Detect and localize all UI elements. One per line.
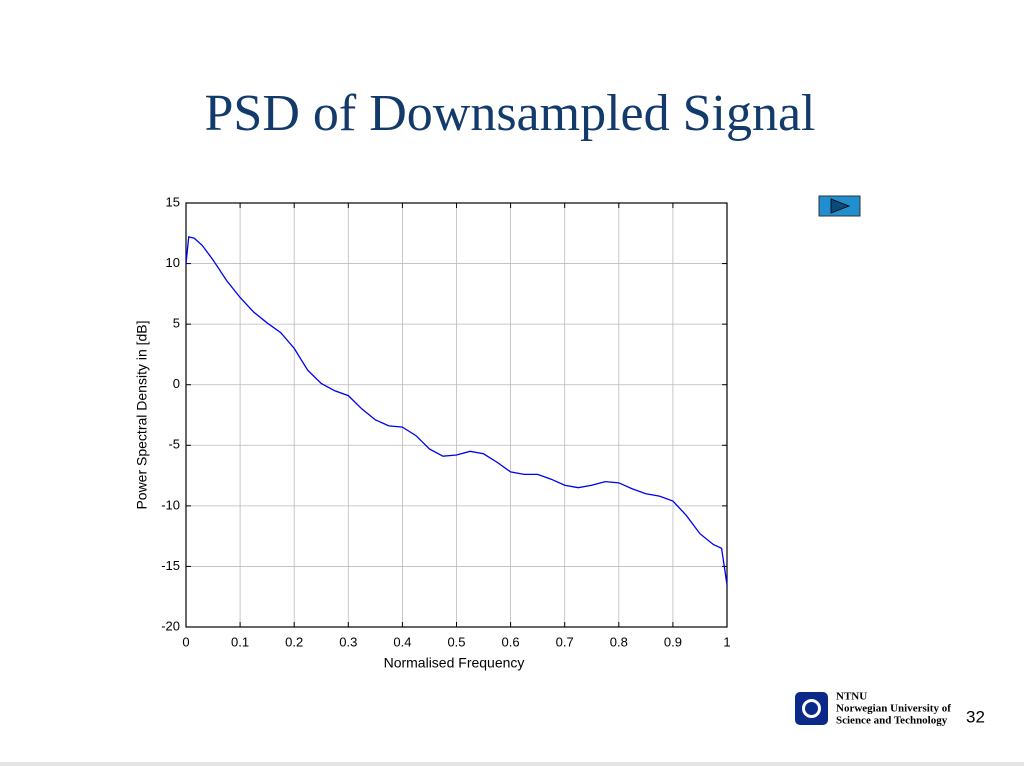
logo-circle (802, 699, 821, 718)
x-tick-label: 0.1 (231, 634, 249, 649)
y-tick-label: -20 (161, 618, 180, 633)
x-tick-label: 0 (182, 634, 189, 649)
y-tick-label: -5 (168, 437, 180, 452)
y-tick-label: -15 (161, 558, 180, 573)
page-number: 32 (966, 707, 985, 726)
y-tick-label: -10 (161, 497, 180, 512)
x-axis-label: Normalised Frequency (384, 655, 525, 671)
y-tick-label: 0 (173, 376, 180, 391)
data-line (185, 236, 728, 585)
slide-title: PSD of Downsampled Signal (205, 85, 816, 142)
y-tick-label: 10 (166, 255, 180, 270)
logo-square (795, 692, 828, 725)
logo (795, 692, 828, 725)
logo-line: Science and Technology (836, 715, 948, 727)
x-tick-label: 0.2 (285, 634, 303, 649)
y-tick-label: 5 (173, 316, 180, 331)
x-tick-label: 0.5 (447, 634, 465, 649)
logo-line: Norwegian University of (836, 703, 951, 715)
y-tick-label: 15 (166, 194, 180, 209)
x-tick-label: 0.6 (502, 634, 520, 649)
logo-name: NTNU (836, 691, 867, 703)
x-tick-label: 1 (723, 634, 730, 649)
x-tick-label: 0.3 (339, 634, 357, 649)
y-axis-label: Power Spectral Density in [dB] (134, 320, 150, 509)
play-icon[interactable] (830, 198, 851, 214)
play-button[interactable] (818, 195, 861, 217)
plot-frame (185, 202, 728, 628)
x-tick-label: 0.7 (556, 634, 574, 649)
x-tick-label: 0.9 (664, 634, 682, 649)
x-tick-label: 0.4 (393, 634, 411, 649)
x-tick-label: 0.8 (610, 634, 628, 649)
